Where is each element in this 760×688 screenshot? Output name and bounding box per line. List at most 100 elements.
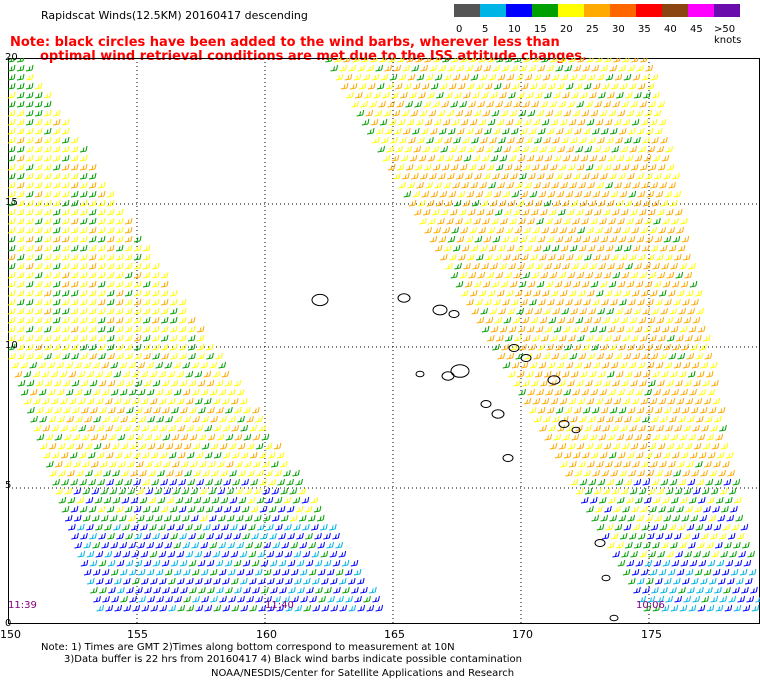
wind-barb — [593, 424, 601, 432]
wind-barb — [483, 235, 492, 243]
wind-barb — [164, 361, 172, 369]
wind-barb — [738, 550, 746, 558]
wind-barb — [631, 289, 640, 297]
wind-barb — [505, 118, 514, 126]
wind-barb — [393, 127, 402, 135]
wind-barb — [613, 397, 622, 405]
wind-barb — [161, 379, 170, 387]
wind-barb — [52, 316, 61, 324]
wind-barb — [294, 604, 303, 612]
wind-barb — [314, 532, 322, 540]
wind-barb — [299, 568, 308, 576]
wind-barb — [124, 298, 133, 306]
wind-barb — [732, 586, 740, 594]
wind-barb — [597, 370, 606, 378]
wind-barb — [670, 541, 678, 549]
wind-barb — [342, 586, 350, 594]
wind-barb — [43, 118, 52, 126]
wind-barb — [187, 334, 196, 342]
wind-barb — [587, 244, 596, 252]
wind-barb — [96, 577, 104, 585]
wind-barb — [44, 379, 53, 387]
wind-barb — [62, 352, 70, 360]
wind-barb — [25, 217, 34, 225]
wind-barb — [314, 559, 323, 567]
wind-barb — [115, 244, 124, 252]
wind-barb — [284, 550, 293, 558]
wind-barb — [648, 442, 657, 450]
note-line-1: Note: black circles have been added to t… — [10, 35, 560, 50]
wind-barb — [161, 352, 169, 360]
wind-barb — [550, 118, 559, 126]
wind-barb — [279, 586, 287, 594]
wind-barb — [138, 442, 147, 450]
wind-barb — [160, 325, 169, 333]
wind-barb — [564, 64, 573, 72]
wind-barb — [97, 208, 106, 216]
wind-barb — [536, 388, 544, 396]
wind-barb — [98, 379, 107, 387]
wind-barb — [52, 145, 61, 153]
scale-label: 15 — [534, 24, 547, 35]
scale-swatch — [714, 4, 740, 17]
wind-barb — [33, 424, 42, 432]
wind-barb — [271, 487, 280, 495]
wind-barb — [69, 397, 77, 405]
wind-barb — [690, 406, 699, 414]
wind-barb — [703, 568, 712, 576]
wind-barb — [494, 208, 503, 216]
wind-barb — [196, 478, 204, 486]
wind-barb — [256, 469, 264, 477]
wind-barb — [97, 244, 106, 252]
wind-barb — [651, 199, 660, 207]
wind-barb — [682, 298, 690, 306]
wind-barb — [613, 58, 621, 63]
wind-barb — [8, 280, 16, 288]
wind-barb — [542, 73, 551, 81]
wind-barb — [277, 478, 285, 486]
wind-barb — [124, 289, 133, 297]
wind-barb — [490, 325, 499, 333]
wind-barb — [192, 415, 200, 423]
wind-barb — [61, 244, 70, 252]
wind-barb — [25, 235, 34, 243]
wind-barb — [69, 451, 78, 459]
wind-barb — [616, 91, 624, 99]
wind-barb — [126, 586, 134, 594]
wind-barb — [193, 496, 202, 504]
wind-barb — [180, 433, 189, 441]
wind-barb — [436, 91, 444, 99]
wind-barb — [688, 325, 697, 333]
wind-barb — [397, 118, 406, 126]
wind-barb — [474, 172, 482, 180]
wind-barb — [34, 109, 43, 117]
wind-barb — [244, 514, 253, 522]
wind-barb — [643, 433, 652, 441]
wind-barb — [34, 145, 43, 153]
wind-barb — [43, 253, 52, 261]
wind-barb — [34, 244, 43, 252]
wind-barb — [187, 505, 196, 513]
wind-barb — [527, 217, 535, 225]
wind-barb — [72, 406, 80, 414]
wind-barb — [102, 415, 110, 423]
wind-barb — [589, 154, 598, 162]
wind-barb — [423, 100, 431, 108]
wind-barb — [230, 550, 239, 558]
wind-barb — [648, 271, 657, 279]
wind-barb — [300, 595, 308, 603]
wind-barb — [617, 280, 626, 288]
wind-barb — [492, 235, 501, 243]
wind-barb — [451, 118, 460, 126]
wind-barb — [735, 514, 744, 522]
wind-barb — [191, 361, 199, 369]
wind-barb — [422, 208, 431, 216]
wind-barb — [292, 496, 301, 504]
wind-barb — [627, 127, 636, 135]
wind-barb — [111, 415, 119, 423]
wind-barb — [683, 424, 691, 432]
wind-barb — [88, 181, 97, 189]
wind-barb — [79, 199, 88, 207]
wind-barb — [736, 532, 745, 540]
wind-barb — [131, 370, 140, 378]
